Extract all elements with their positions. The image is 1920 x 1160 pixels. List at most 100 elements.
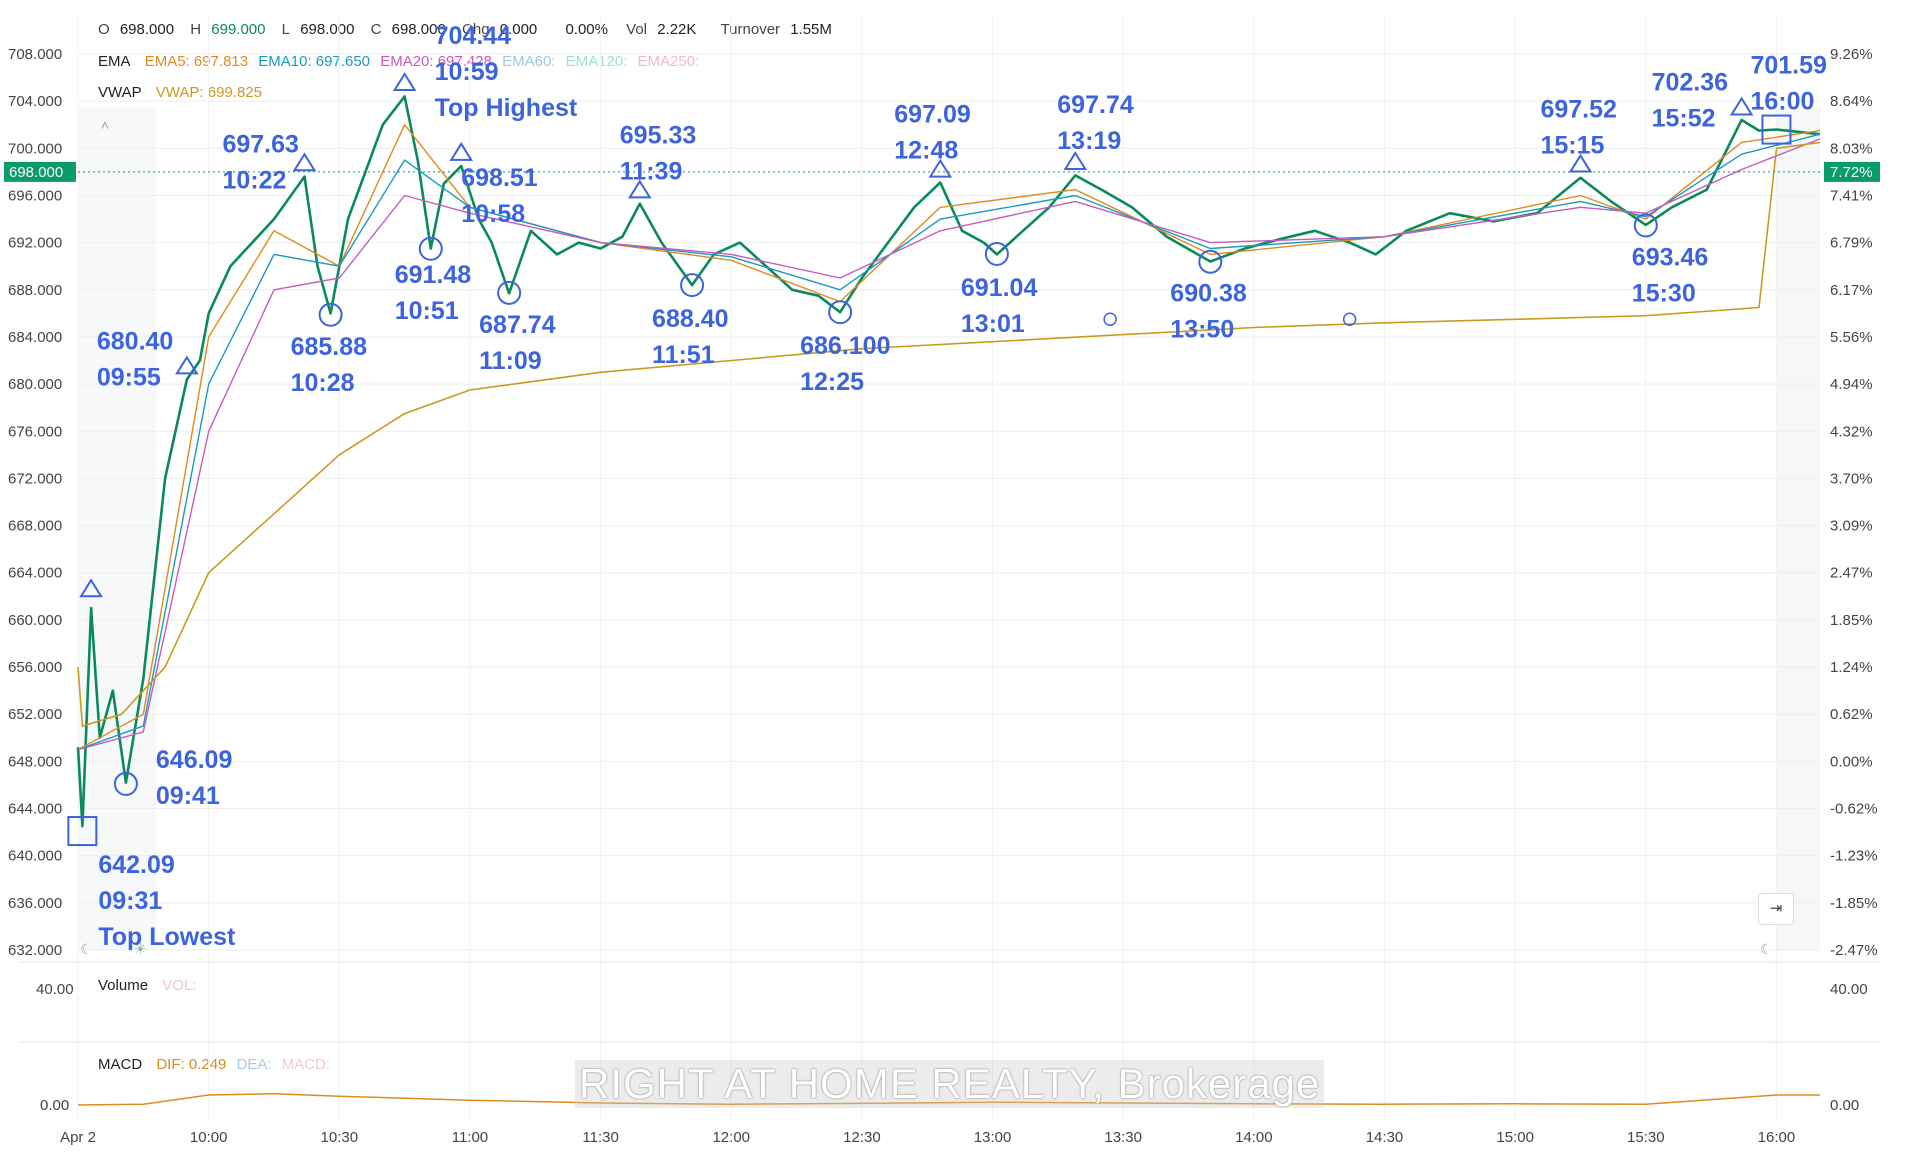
volume-legend-title: Volume: [98, 977, 149, 994]
annotation-circle: [497, 280, 522, 305]
ohlc-open: O 698.000: [98, 21, 175, 38]
y-pct-tick-label: -0.62%: [1830, 801, 1878, 818]
annotation-circle: [318, 302, 343, 327]
annotation-circle: [1198, 249, 1223, 274]
current-price-tag: [4, 161, 76, 182]
ema-legend[interactable]: EMA EMA5: 697.813 EMA10: 697.650 EMA20: …: [98, 53, 705, 70]
annotation-square: [1761, 114, 1792, 145]
y-pct-tick-label: 4.32%: [1830, 423, 1873, 440]
y-tick-label: 700.000: [8, 140, 62, 157]
annotation-label: 13:50: [1170, 316, 1234, 344]
annotation-label: 695.33: [620, 121, 696, 149]
annotation-label: 12:25: [800, 368, 864, 396]
y-pct-tick-label: 3.09%: [1830, 518, 1873, 535]
y-pct-tick-label: 0.00%: [1830, 753, 1873, 770]
annotation-label: 691.48: [395, 261, 472, 289]
annotation-triangle: [928, 158, 953, 178]
marker-ring: [1103, 312, 1117, 327]
change-percent: 0.00%: [565, 21, 608, 38]
volume-tick-right: 40.00: [1830, 981, 1868, 998]
y-pct-tick-label: 1.85%: [1830, 612, 1873, 629]
ema5-legend: EMA5: 697.813: [144, 53, 249, 70]
macd-legend-title: MACD: [98, 1056, 143, 1073]
x-tick-label: 13:30: [1104, 1129, 1142, 1146]
annotation-label: 697.09: [894, 101, 970, 129]
annotation-label: 646.09: [156, 746, 232, 774]
volume-stat: Vol 2.22K: [626, 21, 697, 38]
y-tick-label: 636.000: [8, 895, 62, 912]
y-tick-label: 652.000: [8, 706, 62, 723]
annotation-label: 15:52: [1652, 104, 1716, 132]
volume-tick-left: 40.00: [36, 981, 74, 998]
x-tick-label: 14:00: [1235, 1129, 1273, 1146]
macd-tick-right: 0.00: [1830, 1097, 1859, 1114]
postmarket-shade: [1776, 108, 1820, 950]
ema20-line: [77, 138, 1821, 751]
ohlc-close: C 698.000: [370, 21, 446, 38]
ema10-line: [77, 133, 1821, 751]
annotation-label: 697.52: [1540, 96, 1616, 124]
y-pct-tick-label: 1.24%: [1830, 659, 1873, 676]
y-tick-label: 692.000: [8, 235, 62, 252]
annotation-circle: [113, 771, 138, 796]
y-tick-label: 664.000: [8, 565, 62, 582]
x-tick-label: 13:00: [974, 1129, 1012, 1146]
macd-macd-legend: MACD:: [281, 1056, 331, 1073]
annotation-label: 10:59: [435, 58, 499, 86]
ohlc-header: O 698.000 H 699.000 L 698.000 C 698.000 …: [98, 21, 844, 38]
x-tick-label: 11:00: [452, 1129, 488, 1146]
ema250-legend: EMA250:: [637, 53, 700, 70]
y-tick-label: 680.000: [8, 376, 62, 393]
annotation-label: 12:48: [894, 137, 958, 165]
ohlc-high: H 699.000: [190, 21, 266, 38]
ema60-legend: EMA60:: [502, 53, 556, 70]
y-tick-label: 644.000: [8, 801, 62, 818]
annotation-label: 11:51: [652, 341, 715, 369]
y-pct-tick-label: -2.47%: [1830, 942, 1878, 959]
annotation-label: 16:00: [1750, 88, 1814, 116]
y-pct-tick-label: 2.47%: [1830, 565, 1873, 582]
jump-to-latest-icon[interactable]: ⇥: [1758, 893, 1794, 925]
sun-icon: ☀: [134, 941, 147, 957]
annotation-circle: [1633, 213, 1658, 238]
annotation-label: 15:15: [1540, 132, 1604, 160]
annotation-label: 688.40: [652, 305, 728, 333]
ema20-legend: EMA20: 697.428: [380, 53, 492, 70]
x-tick-label: 15:30: [1627, 1129, 1665, 1146]
annotation-triangle: [1568, 153, 1593, 173]
y-tick-label: 676.000: [8, 423, 62, 440]
ohlc-low: L 698.000: [281, 21, 355, 38]
ema5-line: [77, 124, 1821, 751]
moon-icon: ☾: [80, 941, 93, 957]
annotation-label: 697.74: [1057, 91, 1134, 119]
annotation-circle: [984, 241, 1009, 266]
x-tick-label: 14:30: [1366, 1129, 1404, 1146]
y-pct-tick-label: 8.64%: [1830, 93, 1873, 110]
y-tick-label: 648.000: [8, 753, 62, 770]
annotation-label: 685.88: [291, 333, 368, 361]
annotation-label: 690.38: [1170, 280, 1247, 308]
annotation-label: 13:19: [1057, 127, 1121, 155]
annotation-label: Top Lowest: [98, 923, 236, 951]
annotation-triangle: [79, 578, 103, 598]
annotation-label: 13:01: [961, 310, 1025, 338]
annotation-circle: [418, 236, 443, 261]
annotation-label: 701.59: [1750, 52, 1826, 80]
y-tick-label: 696.000: [8, 187, 62, 204]
current-price-tag-text: 698.000: [9, 164, 63, 181]
annotation-label: 691.04: [961, 274, 1038, 302]
annotation-label: 11:09: [479, 347, 542, 375]
volume-legend[interactable]: Volume VOL:: [98, 977, 202, 994]
x-tick-label: 10:30: [321, 1129, 359, 1146]
annotation-circle: [828, 300, 853, 325]
x-tick-label: 12:30: [843, 1129, 881, 1146]
watermark: RIGHT AT HOME REALTY, Brokerage: [575, 1060, 1325, 1108]
annotation-label: 09:41: [156, 782, 220, 810]
turnover-stat: Turnover 1.55M: [720, 21, 832, 38]
y-tick-label: 688.000: [8, 282, 62, 299]
macd-tick-left: 0.00: [40, 1097, 69, 1114]
annotation-label: 687.74: [479, 311, 556, 339]
annotation-label: 704.44: [435, 22, 512, 50]
y-pct-tick-label: 4.94%: [1830, 376, 1873, 393]
